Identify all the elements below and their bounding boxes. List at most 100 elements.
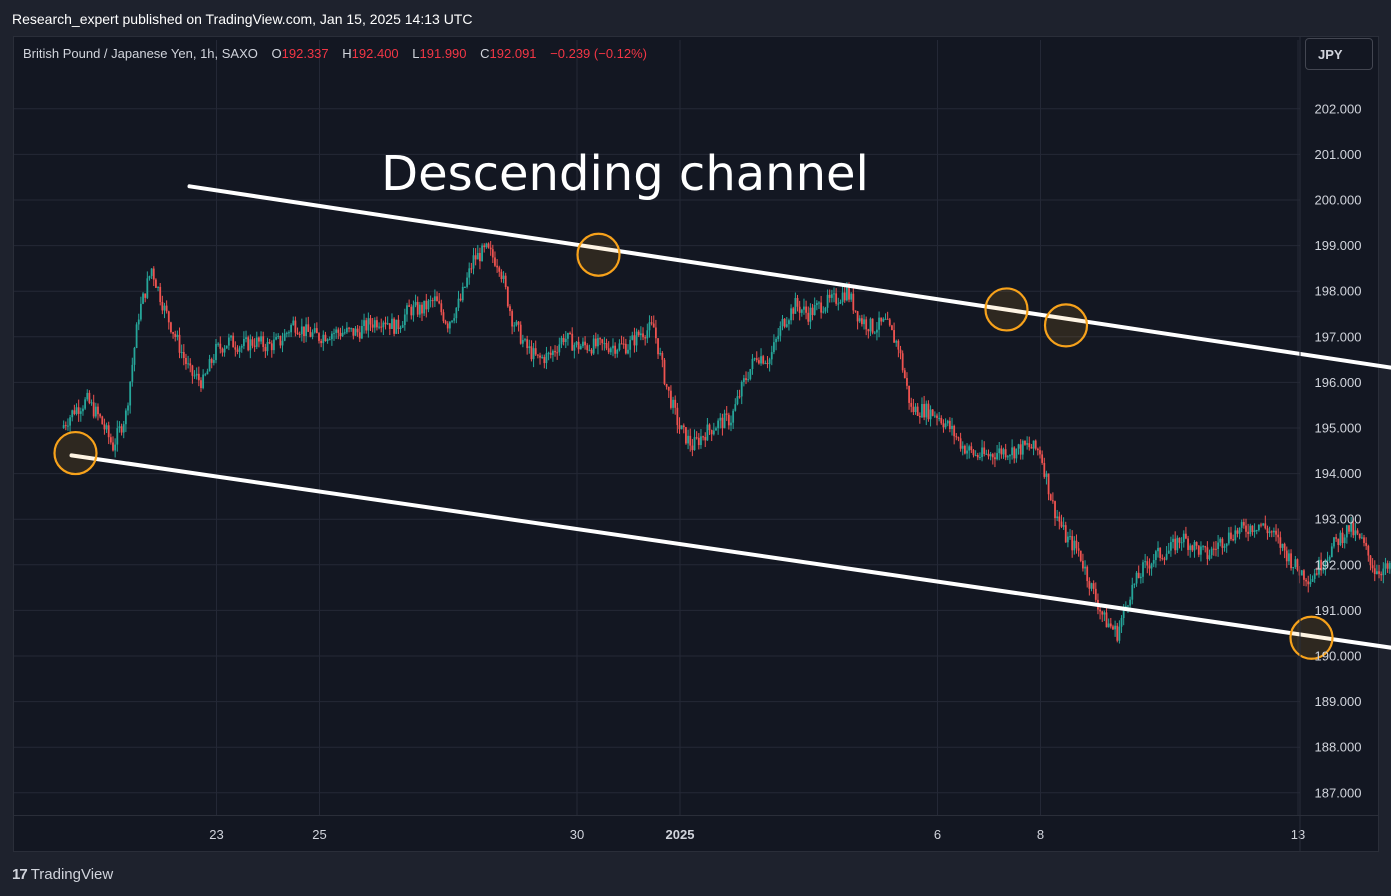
- candle-body: [1139, 576, 1142, 579]
- candle-body: [788, 320, 790, 325]
- candle-body: [165, 305, 168, 312]
- candle-body: [1283, 543, 1286, 551]
- candle-body: [365, 320, 368, 331]
- candle-body: [972, 450, 975, 456]
- candle-body: [1099, 609, 1101, 612]
- candle-body: [1045, 473, 1048, 477]
- candle-body: [781, 318, 784, 326]
- candle-body: [1032, 440, 1035, 449]
- currency-button[interactable]: JPY: [1305, 38, 1373, 70]
- candle-body: [730, 422, 732, 426]
- candle-body: [989, 454, 992, 457]
- candle-body: [453, 318, 456, 321]
- candle-body: [152, 268, 155, 280]
- candle-body: [848, 286, 850, 300]
- candle-body: [1041, 454, 1044, 463]
- candle-body: [584, 341, 586, 346]
- candle-body: [1062, 525, 1065, 527]
- candle-body: [654, 327, 657, 339]
- candle-body: [1182, 533, 1185, 543]
- candle-body: [444, 321, 447, 324]
- candle-body: [341, 332, 344, 337]
- candle-body: [803, 306, 805, 310]
- candle-body: [742, 378, 745, 382]
- candle-body: [1000, 448, 1003, 455]
- open-value: 192.337: [281, 46, 329, 61]
- candle-body: [871, 318, 874, 333]
- candle-body: [938, 417, 941, 419]
- candle-body: [283, 333, 286, 341]
- candle-body: [114, 444, 117, 451]
- candle-body: [457, 298, 460, 308]
- high-label: H: [342, 46, 352, 61]
- candle-body: [1230, 532, 1232, 540]
- candle-body: [215, 343, 217, 361]
- candle-body: [474, 255, 477, 260]
- candle-body: [1268, 531, 1271, 534]
- candle-body: [916, 406, 919, 416]
- candle-body: [1223, 546, 1226, 548]
- candle-body: [345, 327, 348, 333]
- open-label: O: [271, 46, 282, 61]
- candle-body: [146, 278, 149, 298]
- candle-body: [230, 335, 232, 338]
- candle-body: [991, 454, 994, 458]
- candle-body: [554, 350, 556, 353]
- candle-body: [339, 332, 342, 337]
- candle-body: [1030, 447, 1033, 449]
- candle-body: [270, 343, 273, 351]
- candle-body: [691, 445, 694, 451]
- candle-body: [856, 311, 859, 322]
- candle-body: [712, 430, 715, 435]
- candle-body: [1148, 565, 1151, 569]
- candle-body: [588, 349, 591, 351]
- candle-body: [1172, 538, 1174, 543]
- candle-body: [193, 375, 196, 377]
- candle-body: [1069, 536, 1071, 538]
- candle-body: [573, 344, 576, 351]
- candle-body: [777, 335, 780, 339]
- candle-body: [1195, 542, 1198, 546]
- candle-body: [1262, 523, 1265, 526]
- candle-body: [1015, 448, 1018, 459]
- y-tick-label: 189.000: [1315, 694, 1362, 709]
- candle-body: [1225, 543, 1228, 547]
- candle-body: [1144, 561, 1147, 563]
- tradingview-logo[interactable]: 17 TradingView: [12, 866, 113, 883]
- y-tick-label: 187.000: [1315, 785, 1362, 800]
- candle-body: [101, 416, 104, 425]
- candle-body: [258, 337, 260, 342]
- candle-body: [1054, 501, 1056, 519]
- candle-body: [1212, 548, 1215, 550]
- candle-body: [1039, 450, 1041, 455]
- candle-body: [697, 437, 700, 446]
- candle-body: [200, 380, 202, 389]
- candle-body: [639, 333, 642, 336]
- candle-body: [1094, 588, 1097, 600]
- candle-body: [1159, 547, 1162, 558]
- candle-body: [974, 454, 977, 456]
- candle-body: [367, 318, 370, 331]
- candle-body: [1322, 567, 1325, 571]
- candle-body: [1200, 546, 1202, 555]
- candle-body: [678, 425, 681, 430]
- candle-body: [279, 335, 282, 346]
- candle-body: [721, 417, 724, 429]
- candle-body: [1371, 565, 1374, 569]
- candle-body: [120, 426, 123, 433]
- y-tick-label: 193.000: [1315, 512, 1362, 527]
- candle-body: [893, 330, 895, 343]
- candle-body: [1386, 563, 1389, 569]
- candle-body: [373, 320, 376, 328]
- candle-body: [75, 407, 78, 414]
- candle-body: [903, 370, 906, 379]
- candle-body: [1112, 626, 1114, 630]
- tradingview-logo-text: TradingView: [30, 866, 114, 883]
- candle-body: [448, 321, 451, 329]
- candle-body: [425, 300, 428, 310]
- candle-body: [442, 312, 445, 322]
- candle-body: [1333, 537, 1335, 547]
- candle-body: [642, 333, 644, 338]
- candle-body: [504, 275, 507, 287]
- candle-body: [1036, 448, 1039, 451]
